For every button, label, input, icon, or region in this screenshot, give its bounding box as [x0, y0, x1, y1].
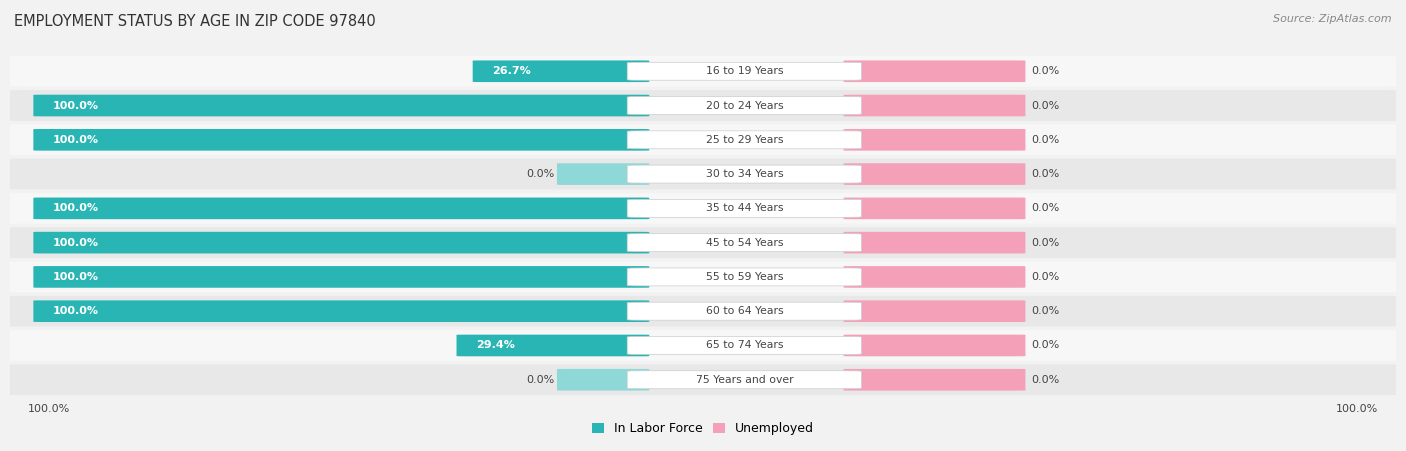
FancyBboxPatch shape [844, 266, 1025, 288]
FancyBboxPatch shape [34, 232, 650, 253]
FancyBboxPatch shape [627, 302, 862, 320]
FancyBboxPatch shape [627, 234, 862, 252]
Text: 55 to 59 Years: 55 to 59 Years [706, 272, 783, 282]
FancyBboxPatch shape [34, 300, 650, 322]
Text: 26.7%: 26.7% [492, 66, 530, 76]
FancyBboxPatch shape [10, 56, 1396, 87]
Text: 16 to 19 Years: 16 to 19 Years [706, 66, 783, 76]
FancyBboxPatch shape [627, 199, 862, 217]
Legend: In Labor Force, Unemployed: In Labor Force, Unemployed [592, 422, 814, 435]
FancyBboxPatch shape [10, 124, 1396, 155]
FancyBboxPatch shape [844, 129, 1025, 151]
Text: 20 to 24 Years: 20 to 24 Years [706, 101, 783, 110]
Text: 0.0%: 0.0% [1031, 238, 1059, 248]
Text: 0.0%: 0.0% [1031, 341, 1059, 350]
FancyBboxPatch shape [10, 296, 1396, 327]
Text: 0.0%: 0.0% [1031, 169, 1059, 179]
FancyBboxPatch shape [627, 165, 862, 183]
Text: 0.0%: 0.0% [526, 169, 554, 179]
FancyBboxPatch shape [844, 232, 1025, 253]
FancyBboxPatch shape [10, 193, 1396, 224]
FancyBboxPatch shape [557, 369, 650, 391]
FancyBboxPatch shape [457, 335, 650, 356]
Text: 100.0%: 100.0% [52, 101, 98, 110]
FancyBboxPatch shape [34, 266, 650, 288]
FancyBboxPatch shape [844, 163, 1025, 185]
FancyBboxPatch shape [34, 129, 650, 151]
FancyBboxPatch shape [557, 163, 650, 185]
Text: 25 to 29 Years: 25 to 29 Years [706, 135, 783, 145]
Text: 100.0%: 100.0% [52, 135, 98, 145]
Text: 0.0%: 0.0% [1031, 135, 1059, 145]
FancyBboxPatch shape [844, 369, 1025, 391]
Text: 100.0%: 100.0% [28, 405, 70, 414]
FancyBboxPatch shape [627, 268, 862, 286]
Text: 100.0%: 100.0% [52, 238, 98, 248]
Text: 0.0%: 0.0% [526, 375, 554, 385]
FancyBboxPatch shape [10, 330, 1396, 361]
Text: 35 to 44 Years: 35 to 44 Years [706, 203, 783, 213]
Text: 100.0%: 100.0% [52, 272, 98, 282]
FancyBboxPatch shape [10, 90, 1396, 121]
FancyBboxPatch shape [844, 95, 1025, 116]
Text: 65 to 74 Years: 65 to 74 Years [706, 341, 783, 350]
Text: 100.0%: 100.0% [1336, 405, 1378, 414]
FancyBboxPatch shape [627, 62, 862, 80]
FancyBboxPatch shape [472, 60, 650, 82]
FancyBboxPatch shape [627, 336, 862, 354]
FancyBboxPatch shape [10, 227, 1396, 258]
FancyBboxPatch shape [10, 262, 1396, 292]
FancyBboxPatch shape [627, 371, 862, 389]
Text: 60 to 64 Years: 60 to 64 Years [706, 306, 783, 316]
Text: 0.0%: 0.0% [1031, 66, 1059, 76]
FancyBboxPatch shape [627, 131, 862, 149]
Text: 30 to 34 Years: 30 to 34 Years [706, 169, 783, 179]
FancyBboxPatch shape [844, 300, 1025, 322]
FancyBboxPatch shape [627, 97, 862, 115]
Text: Source: ZipAtlas.com: Source: ZipAtlas.com [1274, 14, 1392, 23]
FancyBboxPatch shape [10, 159, 1396, 189]
FancyBboxPatch shape [844, 335, 1025, 356]
FancyBboxPatch shape [10, 364, 1396, 395]
Text: 0.0%: 0.0% [1031, 272, 1059, 282]
Text: 75 Years and over: 75 Years and over [696, 375, 793, 385]
FancyBboxPatch shape [844, 60, 1025, 82]
Text: 100.0%: 100.0% [52, 306, 98, 316]
Text: 45 to 54 Years: 45 to 54 Years [706, 238, 783, 248]
Text: 0.0%: 0.0% [1031, 101, 1059, 110]
Text: 0.0%: 0.0% [1031, 203, 1059, 213]
Text: 0.0%: 0.0% [1031, 375, 1059, 385]
Text: 0.0%: 0.0% [1031, 306, 1059, 316]
Text: 29.4%: 29.4% [475, 341, 515, 350]
Text: 100.0%: 100.0% [52, 203, 98, 213]
FancyBboxPatch shape [34, 198, 650, 219]
FancyBboxPatch shape [844, 198, 1025, 219]
FancyBboxPatch shape [34, 95, 650, 116]
Text: EMPLOYMENT STATUS BY AGE IN ZIP CODE 97840: EMPLOYMENT STATUS BY AGE IN ZIP CODE 978… [14, 14, 375, 28]
